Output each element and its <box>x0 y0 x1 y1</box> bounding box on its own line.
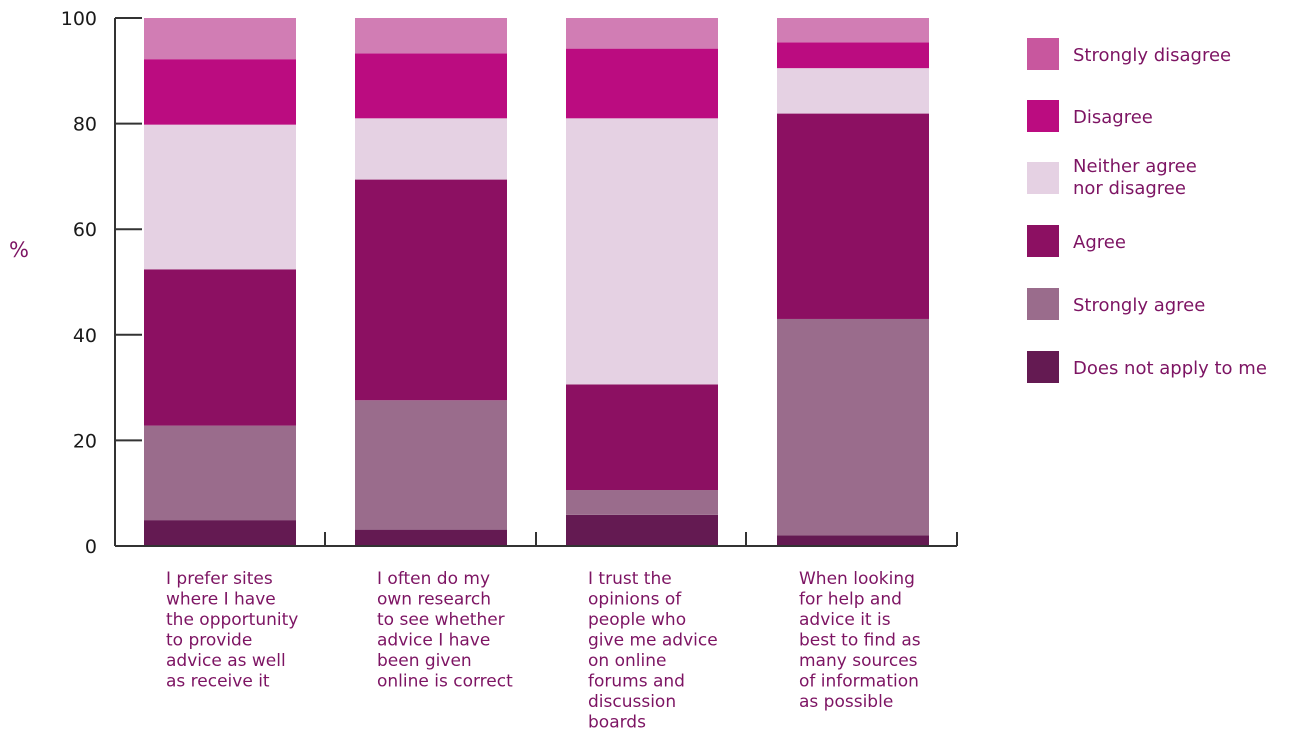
category-label-line: I prefer sites <box>166 569 273 589</box>
category-label-line: as receive it <box>166 672 270 692</box>
category-label-line: best to find as <box>799 631 921 651</box>
y-tick-label: 40 <box>73 325 97 347</box>
axes-layer <box>114 17 958 547</box>
category-label-line: as possible <box>799 692 893 712</box>
bar-segment-4-agree <box>777 113 929 319</box>
legend-label: Strongly agree <box>1073 295 1205 316</box>
category-label-line: for help and <box>799 590 902 610</box>
category-label-line: advice it is <box>799 610 891 630</box>
bar-segment-1-agree <box>144 269 296 426</box>
bar-segment-4-neither-agree-nor-disagree <box>777 68 929 114</box>
bar-segment-1-does-not-apply-to-me <box>144 520 296 546</box>
legend-label-line: Strongly agree <box>1073 295 1205 316</box>
legend-label-line: Agree <box>1073 232 1126 253</box>
bar-segment-3-does-not-apply-to-me <box>566 514 718 546</box>
bar-segment-1-neither-agree-nor-disagree <box>144 124 296 270</box>
y-tick-label: 60 <box>73 219 97 241</box>
y-axis-label: % <box>9 238 29 262</box>
category-label-line: the opportunity <box>166 610 298 630</box>
category-label-line: opinions of <box>588 590 682 610</box>
y-tick-label: 80 <box>73 114 97 136</box>
bar-segment-3-disagree <box>566 48 718 119</box>
category-label: I trust the opinions of people who give me … <box>588 569 718 733</box>
legend-swatch <box>1027 100 1059 132</box>
y-tick-label: 20 <box>73 430 97 452</box>
bar-segment-3-strongly-disagree <box>566 18 718 49</box>
legend-label-line: nor disagree <box>1073 178 1186 199</box>
legend-swatch <box>1027 38 1059 70</box>
category-label-line: people who <box>588 610 686 630</box>
category-label-line: to see whether <box>377 610 505 630</box>
bar-segment-4-strongly-disagree <box>777 18 929 43</box>
category-label-line: When looking <box>799 569 915 589</box>
category-label-line: discussion <box>588 692 676 712</box>
legend-swatch <box>1027 288 1059 320</box>
bar-segment-2-does-not-apply-to-me <box>355 529 507 546</box>
bar-segment-2-strongly-disagree <box>355 18 507 54</box>
legend-swatch <box>1027 351 1059 383</box>
category-label-line: advice as well <box>166 651 286 671</box>
legend-label: Neither agree nor disagree <box>1073 156 1197 199</box>
bar-segment-2-agree <box>355 179 507 401</box>
legend-swatch <box>1027 162 1059 194</box>
legend-swatch <box>1027 225 1059 257</box>
bar-segment-4-does-not-apply-to-me <box>777 535 929 546</box>
category-label-line: advice I have <box>377 631 490 651</box>
legend-label-line: Neither agree <box>1073 156 1197 177</box>
legend-label: Strongly disagree <box>1073 45 1231 66</box>
bar-segment-4-strongly-agree <box>777 318 929 536</box>
legend-label: Agree <box>1073 232 1126 253</box>
category-label-line: been given <box>377 651 472 671</box>
bar-segment-1-disagree <box>144 59 296 125</box>
legend-label-line: Does not apply to me <box>1073 358 1267 379</box>
bar-segment-2-neither-agree-nor-disagree <box>355 118 507 180</box>
bar-segment-3-neither-agree-nor-disagree <box>566 118 718 385</box>
legend-label-line: Disagree <box>1073 107 1153 128</box>
category-label-line: give me advice <box>588 631 718 651</box>
category-label-line: own research <box>377 590 491 610</box>
bar-segment-2-disagree <box>355 53 507 119</box>
category-label: I prefer sites where I have the opportunit… <box>166 569 298 692</box>
y-tick-label: 0 <box>85 536 97 558</box>
bar-segment-1-strongly-agree <box>144 425 296 521</box>
category-label-line: to provide <box>166 631 252 651</box>
category-label-line: on online <box>588 651 666 671</box>
legend: Strongly disagree Disagree Neither agree no… <box>1027 38 1267 383</box>
legend-label-line: Strongly disagree <box>1073 45 1231 66</box>
category-label: I often do my own research to see whether a… <box>377 569 513 692</box>
category-label-line: online is correct <box>377 672 513 692</box>
category-label-line: many sources <box>799 651 918 671</box>
bar-segment-4-disagree <box>777 42 929 69</box>
y-tick-label: 100 <box>61 8 97 30</box>
category-label-line: boards <box>588 713 646 733</box>
labels-layer: 0 20 40 60 80 100 I prefer sites where I have th… <box>61 8 921 733</box>
bar-segment-3-agree <box>566 384 718 491</box>
legend-label: Disagree <box>1073 107 1153 128</box>
category-label-line: I often do my <box>377 569 490 589</box>
legend-label: Does not apply to me <box>1073 358 1267 379</box>
category-label: When looking for help and advice it is best… <box>799 569 921 712</box>
bar-segment-2-strongly-agree <box>355 400 507 530</box>
category-label-line: I trust the <box>588 569 672 589</box>
category-label-line: forums and <box>588 672 685 692</box>
bar-segment-3-strongly-agree <box>566 490 718 515</box>
bars-layer <box>144 18 929 546</box>
bar-segment-1-strongly-disagree <box>144 18 296 60</box>
category-label-line: where I have <box>166 590 276 610</box>
category-label-line: of information <box>799 672 919 692</box>
